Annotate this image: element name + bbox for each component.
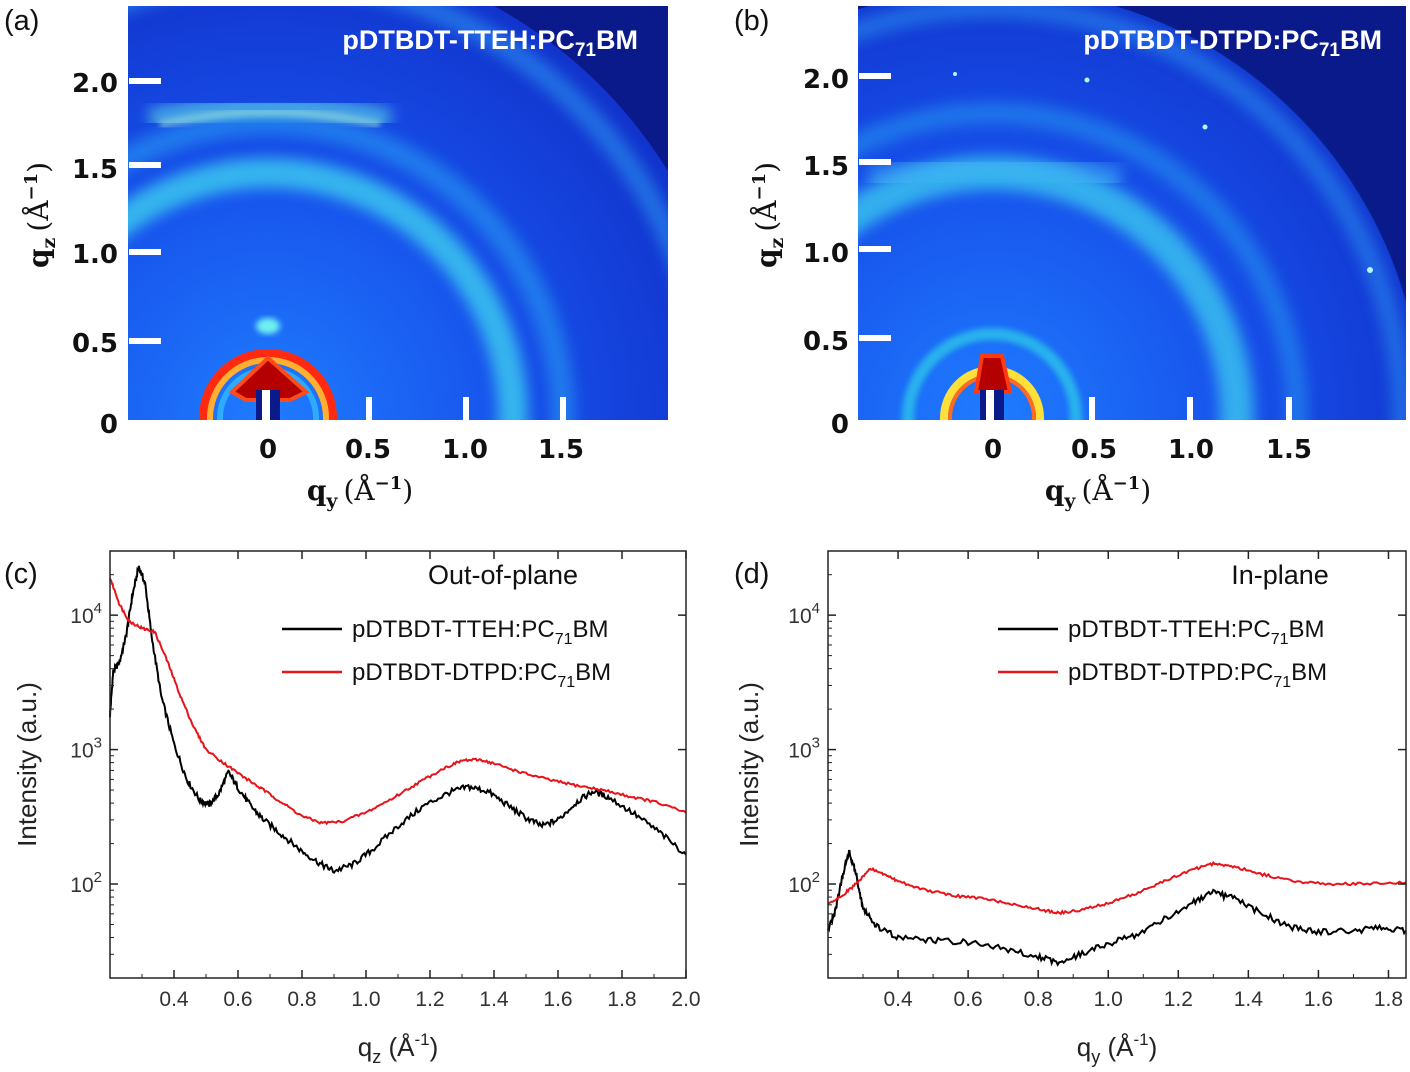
panel-label-c: (c): [4, 558, 38, 590]
map-b-y-axis-label: qz(Å−1): [749, 162, 788, 268]
x-axis-label: qy (Å-1): [1077, 1030, 1158, 1067]
x-tick-label: 2.0: [671, 988, 700, 1011]
series-line-tteh: [827, 849, 1407, 967]
x-tick-label: 1.8: [1374, 988, 1403, 1011]
panel-label-d: (d): [734, 558, 769, 590]
map-b-y-tick-label: 2.0: [803, 65, 849, 95]
legend-label: pDTBDT-DTPD:PC71BM: [1068, 659, 1327, 691]
map-b-x-tick-label: 1.0: [1168, 435, 1214, 465]
x-tick-label: 1.6: [1304, 988, 1333, 1011]
map-a-y-tick-label: 2.0: [72, 69, 118, 99]
y-axis-label: Intensity (a.u.): [12, 682, 42, 847]
plot-in-plane: 0.4 0.6 0.8 1.0 1.2 1.4 1.6 1.8 102 103 104 In-plan…: [734, 550, 1407, 1067]
series-line-dtpd: [827, 860, 1407, 916]
map-a-x-tick-label: 0: [259, 435, 277, 465]
y-tick-label: 102: [788, 869, 820, 897]
plot-frame: [827, 550, 1407, 979]
x-tick-label: 0.8: [287, 988, 316, 1011]
map-b-y-tick-label: 0.5: [803, 327, 849, 357]
map-b-x-tick-labels: 0 0.5 1.0 1.5: [984, 435, 1312, 465]
map-b-y-tick-labels: 2.0 1.5 1.0 0.5 0: [803, 65, 849, 440]
x-tick-label: 0.6: [954, 988, 983, 1011]
map-a-x-tick-label: 0.5: [345, 435, 391, 465]
x-tick-label: 1.6: [543, 988, 572, 1011]
series-line-tteh: [109, 565, 687, 874]
map-a-y-axis-label: qz(Å−1): [21, 162, 60, 268]
map-a-y-tick-label: 0.5: [72, 329, 118, 359]
series-line-dtpd: [109, 577, 687, 826]
y-tick-label: 103: [788, 735, 820, 763]
plot-title: Out-of-plane: [428, 560, 578, 590]
map-b-y-tick-label: 0: [831, 410, 849, 440]
map-a-x-tick-label: 1.0: [442, 435, 488, 465]
giwaxs-map-b: pDTBDT-DTPD:PC71BM 2.0 1.5 1.0 0.5 0 0 0…: [734, 5, 1406, 512]
x-tick-label: 1.2: [415, 988, 444, 1011]
legend-label: pDTBDT-TTEH:PC71BM: [1068, 616, 1324, 648]
map-a-title: pDTBDT-TTEH:PC71BM: [342, 25, 638, 61]
plot-out-of-plane: 0.4 0.6 0.8 1.0 1.2 1.4 1.6 1.8 2.0 102 103 104 Out-…: [12, 550, 701, 1067]
map-a-x-tick-labels: 0 0.5 1.0 1.5: [259, 435, 584, 465]
legend-label: pDTBDT-DTPD:PC71BM: [352, 659, 611, 691]
y-tick-label: 103: [70, 735, 102, 763]
x-tick-label: 1.4: [1234, 988, 1264, 1011]
panel-label-a: (a): [4, 5, 39, 37]
map-b-y-tick-label: 1.0: [803, 239, 849, 269]
map-b-x-tick-label: 0.5: [1071, 435, 1117, 465]
y-tick-label: 102: [70, 869, 102, 897]
map-b-title: pDTBDT-DTPD:PC71BM: [1083, 25, 1382, 61]
map-b-x-tick-label: 1.5: [1266, 435, 1312, 465]
x-tick-label: 1.2: [1164, 988, 1193, 1011]
panel-label-b: (b): [734, 5, 769, 37]
map-a-y-tick-label: 1.0: [72, 240, 118, 270]
y-tick-label: 104: [70, 600, 102, 628]
map-b-pattern: [858, 6, 1406, 420]
x-tick-label: 0.8: [1024, 988, 1053, 1011]
map-a-x-tick-label: 1.5: [538, 435, 584, 465]
map-a-y-tick-label: 0: [100, 410, 118, 440]
map-a-x-axis-label: qy (Å−1): [307, 473, 413, 512]
map-a-y-tick-label: 1.5: [72, 155, 118, 185]
x-tick-label: 0.4: [159, 988, 189, 1011]
y-tick-label: 104: [788, 600, 820, 628]
map-b-x-axis-label: qy (Å−1): [1045, 473, 1151, 512]
map-b-x-tick-label: 0: [984, 435, 1002, 465]
map-a-x-tick-marks: [366, 397, 566, 420]
x-tick-label: 1.0: [1094, 988, 1123, 1011]
map-a-y-tick-labels: 2.0 1.5 1.0 0.5 0: [72, 69, 118, 440]
map-b-y-tick-marks: [859, 73, 891, 341]
legend-label: pDTBDT-TTEH:PC71BM: [352, 616, 608, 648]
y-axis-label: Intensity (a.u.): [734, 682, 764, 847]
x-tick-label: 1.8: [607, 988, 636, 1011]
x-tick-label: 0.4: [883, 988, 913, 1011]
plot-title: In-plane: [1231, 560, 1329, 590]
x-tick-label: 1.0: [351, 988, 380, 1011]
map-b-x-tick-marks: [1089, 397, 1292, 420]
x-tick-label: 1.4: [479, 988, 509, 1011]
giwaxs-map-a: pDTBDT-TTEH:PC71BM 2.0 1.5 1.0 0.5 0 0 0…: [4, 5, 668, 512]
x-axis-label: qz (Å-1): [358, 1030, 439, 1067]
map-a-y-tick-marks: [129, 78, 161, 344]
x-tick-label: 0.6: [223, 988, 252, 1011]
map-b-y-tick-label: 1.5: [803, 152, 849, 182]
